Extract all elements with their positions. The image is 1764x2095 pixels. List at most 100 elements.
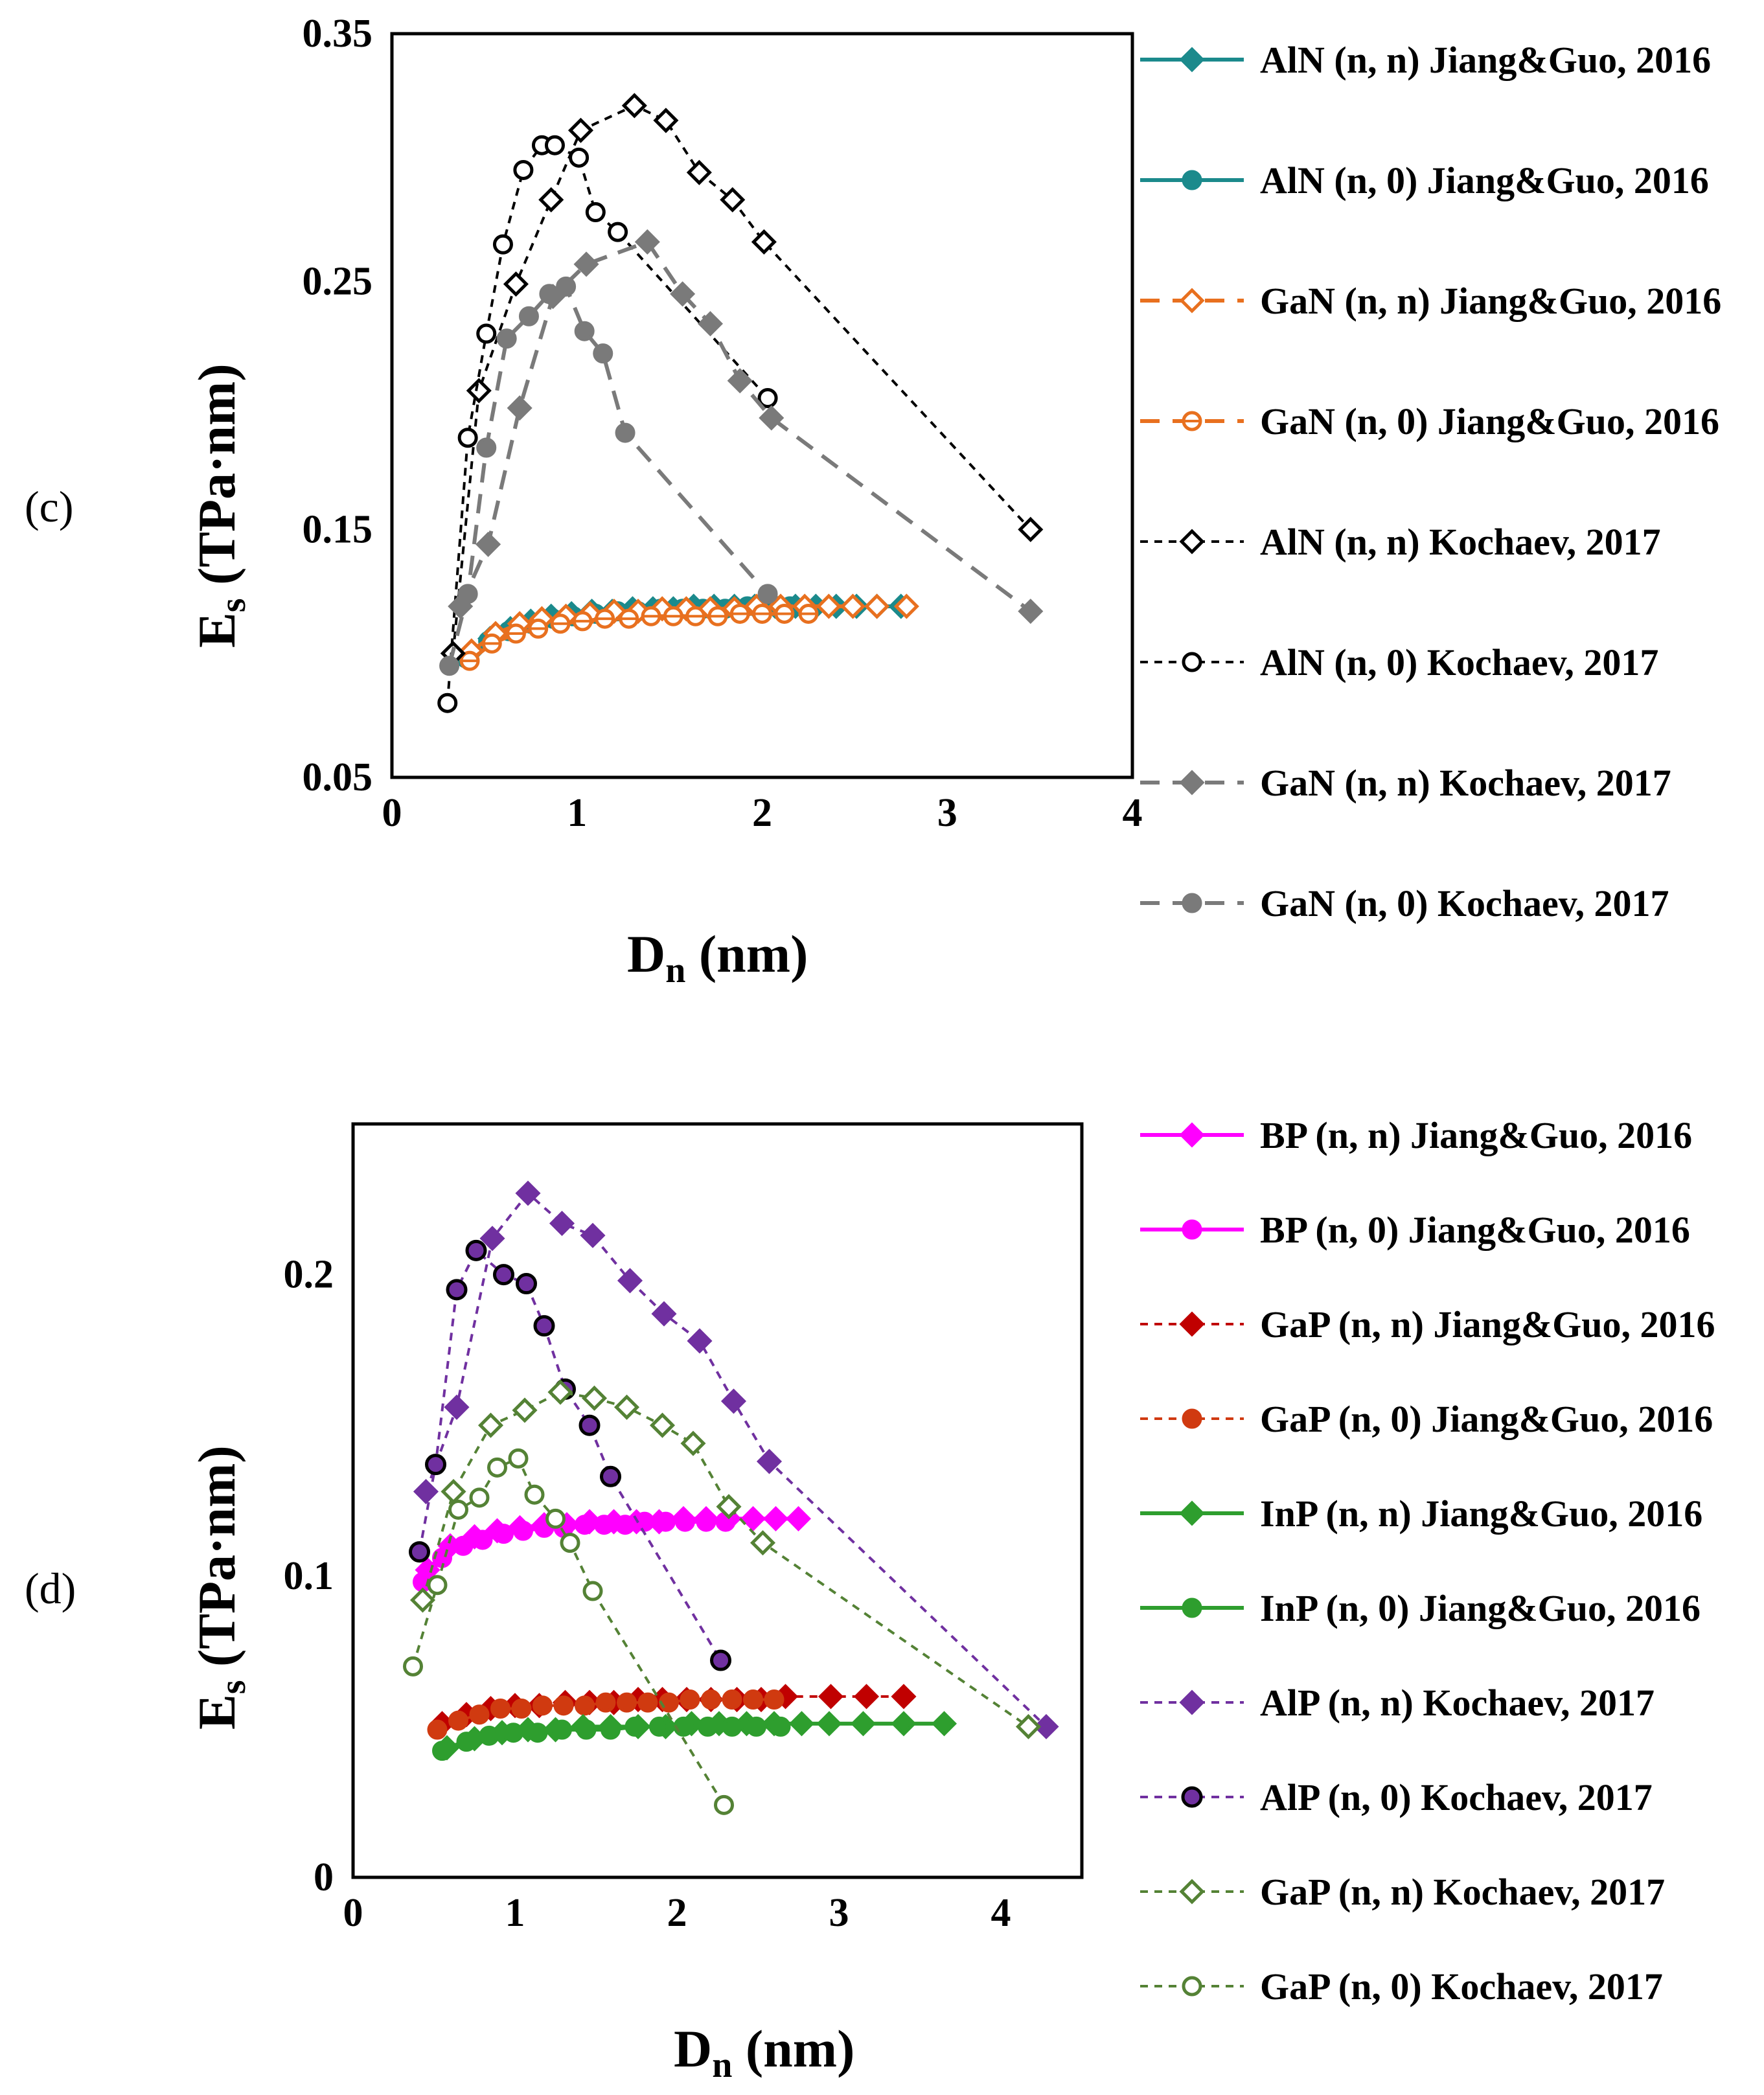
legend-label: GaN (n, n) Jiang&Guo, 2016	[1260, 280, 1721, 322]
data-point	[413, 1479, 439, 1505]
x-axis-label-d: Dn (nm)	[674, 2019, 854, 2085]
legend-label: GaP (n, 0) Kochaev, 2017	[1260, 1965, 1663, 2008]
data-point	[518, 306, 539, 326]
y-tick-label: 0.15	[303, 507, 373, 551]
legend-label: AlP (n, n) Kochaev, 2017	[1260, 1682, 1655, 1724]
data-point	[722, 1716, 742, 1737]
data-point	[490, 1698, 510, 1719]
data-point	[653, 108, 679, 133]
data-point	[710, 1649, 731, 1671]
legend-item: AlP (n, n) Kochaev, 2017	[1140, 1682, 1655, 1724]
data-point	[864, 593, 890, 619]
data-point	[615, 422, 636, 443]
data-point	[513, 1520, 533, 1541]
data-point	[720, 187, 746, 212]
data-point	[891, 1711, 917, 1737]
legend-marker	[1179, 1122, 1205, 1148]
data-point	[409, 1587, 436, 1613]
data-point	[516, 1273, 537, 1295]
legend-label: InP (n, n) Jiang&Guo, 2016	[1260, 1493, 1702, 1535]
plot-area-c	[437, 93, 1044, 713]
data-point	[785, 1505, 812, 1531]
data-point	[585, 202, 606, 223]
y-tick-label: 0.2	[284, 1253, 334, 1297]
data-point	[600, 1465, 621, 1487]
data-point	[574, 321, 595, 341]
legend-marker	[1182, 1219, 1202, 1240]
series-3	[427, 1689, 785, 1740]
data-point	[511, 1698, 532, 1719]
data-point	[840, 593, 866, 619]
data-point	[437, 693, 458, 713]
data-point	[466, 378, 492, 404]
data-point	[576, 1719, 597, 1740]
data-point	[656, 1511, 676, 1532]
y-tick-label: 0.35	[303, 12, 373, 56]
data-point	[508, 1448, 529, 1469]
data-point	[1033, 1713, 1059, 1739]
legend-marker	[1181, 1786, 1203, 1808]
data-point	[1018, 599, 1044, 624]
legend-label: AlN (n, 0) Jiang&Guo, 2016	[1260, 159, 1709, 201]
data-point	[444, 1394, 470, 1420]
data-point	[513, 159, 534, 180]
series-5	[432, 1716, 791, 1761]
data-point	[479, 1725, 499, 1746]
series-7	[409, 1239, 731, 1671]
series-line	[424, 1191, 1048, 1728]
legend-item: GaN (n, n) Kochaev, 2017	[1140, 762, 1671, 804]
data-point	[479, 1226, 505, 1252]
data-point	[698, 1716, 718, 1737]
series-9	[403, 1448, 734, 1815]
plot-area-d	[403, 1180, 1059, 1815]
data-point	[740, 1505, 766, 1531]
x-tick-label: 0	[382, 791, 402, 835]
data-point	[547, 1379, 573, 1405]
legend-label: GaP (n, 0) Jiang&Guo, 2016	[1260, 1398, 1713, 1440]
legend-item: AlN (n, n) Kochaev, 2017	[1140, 521, 1661, 563]
data-point	[567, 117, 594, 143]
data-point	[409, 1541, 430, 1563]
data-point	[503, 1723, 523, 1743]
data-point	[673, 1716, 694, 1737]
y-axis-label-c: Es (TPa·nm)	[187, 363, 253, 648]
series-line	[418, 1248, 722, 1662]
data-point	[441, 1479, 466, 1505]
data-point	[477, 1412, 504, 1438]
legend-d: BP (n, n) Jiang&Guo, 2016 BP (n, 0) Jiang…	[1140, 1114, 1715, 2008]
data-point	[850, 1711, 876, 1737]
data-point	[893, 593, 919, 619]
legend-label: AlN (n, n) Jiang&Guo, 2016	[1260, 39, 1711, 81]
legend-item: AlN (n, n) Jiang&Guo, 2016	[1140, 39, 1711, 81]
data-point	[714, 1794, 734, 1815]
legend-label: AlN (n, n) Kochaev, 2017	[1260, 521, 1661, 563]
data-point	[751, 229, 777, 255]
data-point	[762, 1505, 789, 1531]
data-point	[1015, 1713, 1042, 1739]
data-point	[686, 159, 712, 185]
data-point	[472, 1529, 493, 1550]
legend-item: BP (n, 0) Jiang&Guo, 2016	[1140, 1209, 1690, 1251]
legend-marker	[1182, 170, 1202, 190]
x-tick-label: 4	[991, 1891, 1011, 1935]
data-point	[757, 388, 778, 409]
data-point	[469, 1704, 490, 1725]
data-point	[457, 584, 478, 604]
data-point	[687, 1328, 713, 1354]
data-point	[818, 1684, 844, 1710]
chart-panel-c: (c) 0.05 0.15 0.25 0.35 0 1 2 3 4 Es (TPa·nm) D…	[25, 12, 1721, 990]
y-axis-label-d: Es (TPa·nm)	[187, 1445, 253, 1730]
legend-label: BP (n, n) Jiang&Guo, 2016	[1260, 1114, 1692, 1156]
legend-marker	[1179, 1500, 1205, 1526]
data-point	[649, 1716, 669, 1737]
data-point	[427, 1575, 448, 1596]
data-point	[788, 1711, 815, 1737]
y-tick-label: 0.25	[303, 260, 373, 304]
x-tick-label: 1	[505, 1891, 525, 1935]
data-point	[432, 1741, 452, 1761]
data-point	[608, 222, 628, 242]
legend-marker	[1179, 1311, 1205, 1337]
data-point	[759, 405, 785, 431]
data-point	[722, 1689, 742, 1710]
